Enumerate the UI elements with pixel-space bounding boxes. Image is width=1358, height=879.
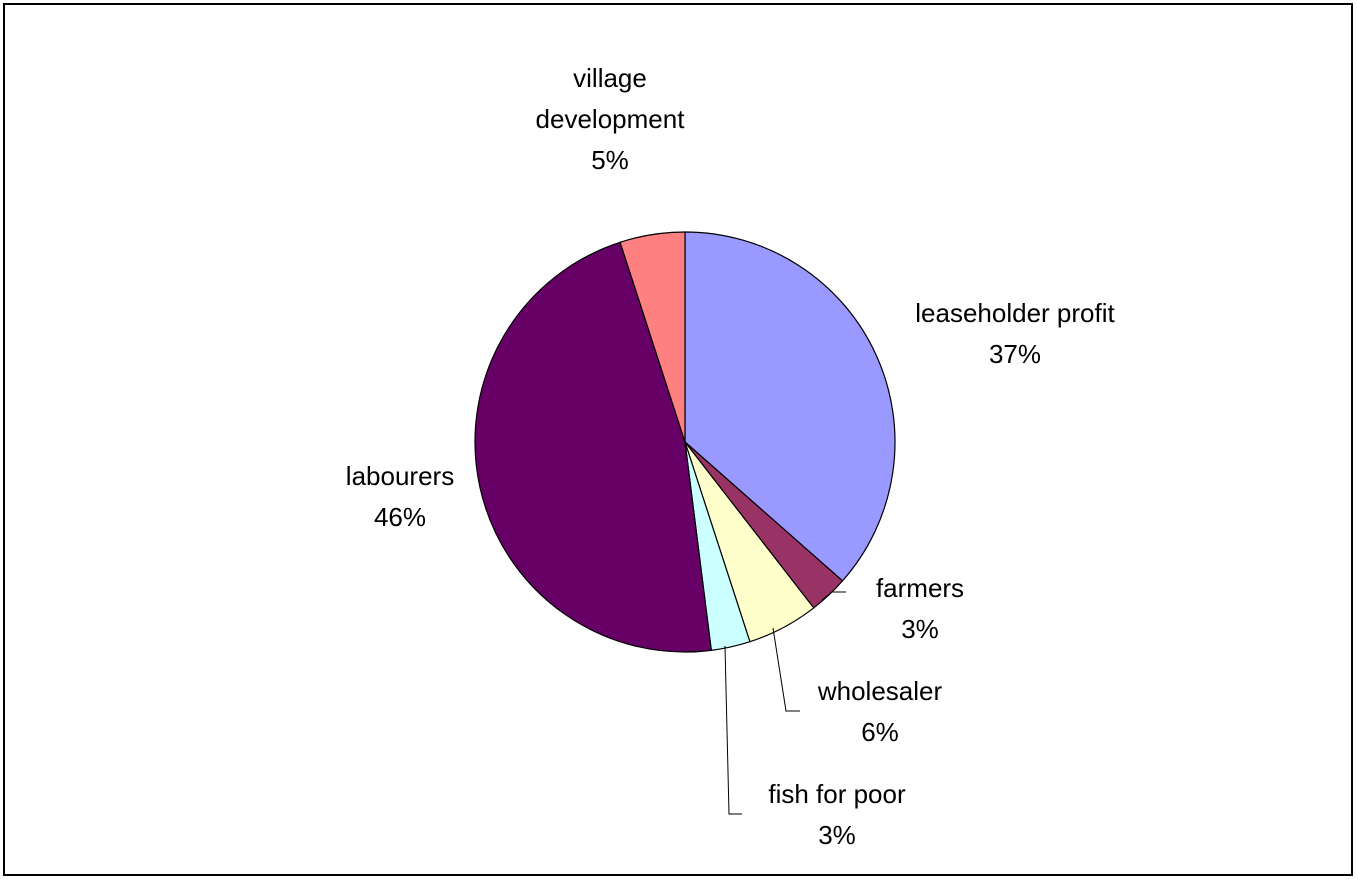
leader-line-wholesaler <box>772 627 800 712</box>
slice-label-farmers: farmers <box>876 573 964 603</box>
slice-percent-leaseholder-profit: 37% <box>989 339 1041 369</box>
leader-line-farmers <box>821 591 846 601</box>
leader-line-fish-for-poor <box>724 645 742 815</box>
slice-percent-labourers: 46% <box>374 502 426 532</box>
slice-label-village-development: village development <box>536 63 686 134</box>
slice-label-fish-for-poor: fish for poor <box>768 779 906 809</box>
slice-label-wholesaler: wholesaler <box>817 676 943 706</box>
slice-percent-farmers: 3% <box>901 614 939 644</box>
slice-percent-fish-for-poor: 3% <box>818 820 856 850</box>
pie-slice-village-development <box>619 231 686 443</box>
slice-label-leaseholder-profit: leaseholder profit <box>915 298 1115 328</box>
slice-label-labourers: labourers <box>346 461 454 491</box>
slice-percent-wholesaler: 6% <box>861 717 899 747</box>
pie-slice-labourers <box>474 241 712 653</box>
slice-percent-village-development: 5% <box>591 145 629 175</box>
pie-slice-leaseholder-profit <box>684 231 896 582</box>
